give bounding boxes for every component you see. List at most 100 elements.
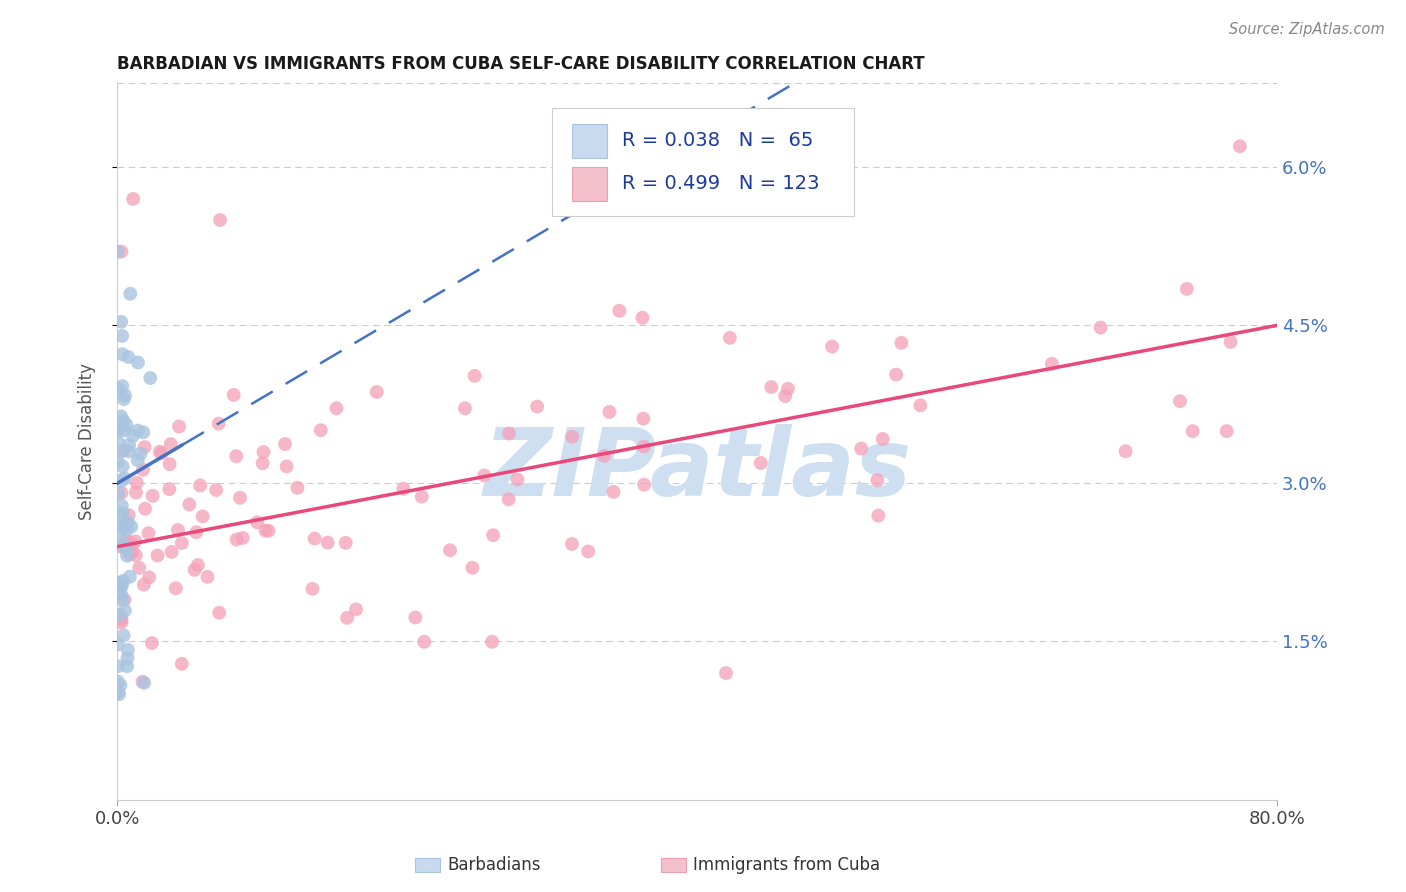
Point <box>115 549 138 563</box>
Point <box>111 579 134 593</box>
Point <box>254 524 277 538</box>
Point <box>165 582 187 596</box>
Point <box>132 577 155 591</box>
Point <box>170 657 193 671</box>
Point <box>108 508 131 522</box>
Point <box>110 615 132 630</box>
Point <box>111 499 134 513</box>
Point <box>115 659 138 673</box>
Point <box>114 389 136 403</box>
Point <box>120 519 142 533</box>
Point <box>114 592 136 607</box>
Point <box>110 540 132 554</box>
Point <box>749 456 772 470</box>
Point <box>167 523 190 537</box>
Point <box>110 244 132 259</box>
Point <box>159 457 181 471</box>
Point <box>149 444 172 458</box>
Point <box>111 474 134 488</box>
Point <box>108 419 131 434</box>
FancyBboxPatch shape <box>572 124 606 158</box>
Point <box>197 570 219 584</box>
Point <box>170 536 193 550</box>
Point <box>872 432 894 446</box>
Point <box>209 213 232 227</box>
Point <box>129 447 152 461</box>
Point <box>631 310 654 325</box>
Point <box>107 244 129 259</box>
Point <box>108 383 131 397</box>
Point <box>335 536 357 550</box>
Point <box>890 335 912 350</box>
Text: R = 0.038   N =  65: R = 0.038 N = 65 <box>621 131 813 150</box>
Point <box>115 417 138 432</box>
Point <box>222 388 245 402</box>
Point <box>316 535 339 549</box>
Point <box>252 445 274 459</box>
Point <box>561 537 583 551</box>
Point <box>598 405 620 419</box>
Point <box>134 440 156 454</box>
Point <box>187 558 209 572</box>
Point <box>868 508 890 523</box>
Point <box>287 481 309 495</box>
Point <box>107 637 129 651</box>
Point <box>115 523 138 537</box>
Point <box>114 471 136 485</box>
Point <box>110 485 132 500</box>
Point <box>773 389 796 403</box>
Point <box>1168 394 1191 409</box>
Point <box>110 315 132 329</box>
Point <box>115 541 138 556</box>
Point <box>141 636 163 650</box>
Point <box>108 687 131 701</box>
Point <box>110 577 132 591</box>
Point <box>115 533 138 548</box>
Point <box>112 539 135 553</box>
Point <box>482 528 505 542</box>
Point <box>120 535 142 549</box>
Point <box>309 423 332 437</box>
Point <box>111 329 134 343</box>
Y-axis label: Self-Care Disability: Self-Care Disability <box>79 363 96 520</box>
Point <box>107 424 129 438</box>
Point <box>472 468 495 483</box>
Point <box>124 534 146 549</box>
Point <box>112 574 135 588</box>
Point <box>138 526 160 541</box>
FancyBboxPatch shape <box>572 167 606 202</box>
Point <box>454 401 477 416</box>
Point <box>138 570 160 584</box>
Point <box>157 482 180 496</box>
Point <box>761 380 783 394</box>
Point <box>776 382 799 396</box>
Point <box>392 482 415 496</box>
Point <box>188 478 211 492</box>
Point <box>127 453 149 467</box>
Point <box>146 549 169 563</box>
Point <box>118 547 141 561</box>
Point <box>884 368 907 382</box>
Point <box>714 666 737 681</box>
Point <box>111 520 134 534</box>
Point <box>411 490 433 504</box>
Point <box>107 674 129 689</box>
Point <box>344 602 367 616</box>
Point <box>125 548 148 562</box>
Point <box>274 437 297 451</box>
Point <box>122 192 145 206</box>
Point <box>498 492 520 507</box>
Point <box>821 340 844 354</box>
Point <box>1215 424 1237 438</box>
Point <box>108 585 131 599</box>
Point <box>112 443 135 458</box>
Point <box>117 643 139 657</box>
Point <box>232 531 254 545</box>
Point <box>633 477 655 491</box>
Point <box>506 472 529 486</box>
Point <box>866 473 889 487</box>
Point <box>1175 282 1198 296</box>
Point <box>111 506 134 520</box>
Point <box>110 444 132 458</box>
Point <box>208 606 231 620</box>
